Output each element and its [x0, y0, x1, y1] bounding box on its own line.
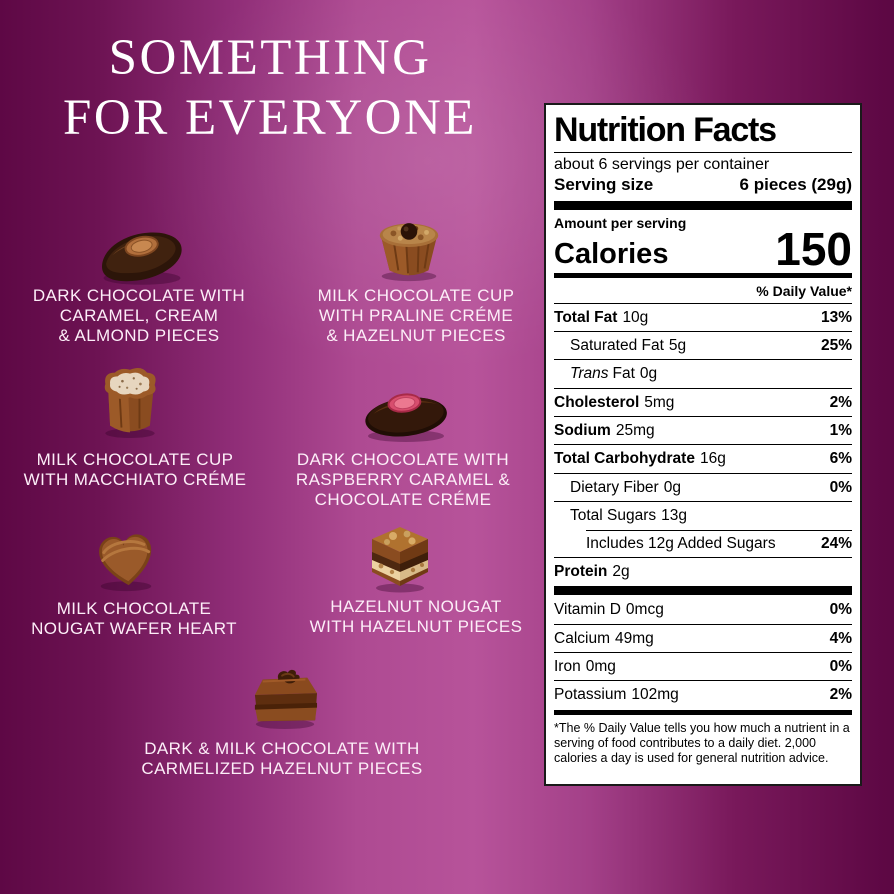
vitamin-row-calcium: Calcium 49mg 4% [554, 623, 852, 652]
nutrition-facts-panel: Nutrition Facts about 6 servings per con… [544, 103, 862, 786]
chocolate-raspberry-oval-art [365, 393, 447, 442]
product-label-raspberry-oval: DARK CHOCOLATE WITH RASPBERRY CARAMEL & … [295, 450, 511, 510]
nutrient-row-total-carbohydrate: Total Carbohydrate 16g 6% [554, 444, 852, 472]
medium-divider [554, 272, 852, 278]
vitamin-row-potassium: Potassium 102mg 2% [554, 680, 852, 708]
chocolate-heart-art [99, 534, 152, 592]
chocolate-dark-milk-cube-image [244, 664, 326, 730]
calories-value: 150 [775, 222, 852, 275]
serving-size-value: 6 pieces (29g) [739, 174, 852, 194]
page-title: SOMETHING FOR EVERYONE [63, 30, 477, 147]
nutrient-row-dietary-fiber: Dietary Fiber 0g 0% [554, 472, 852, 501]
chocolate-macchiato-cup-art [104, 367, 156, 438]
nutrient-row-total-sugars: Total Sugars 13g [554, 501, 852, 529]
daily-value-footnote: *The % Daily Value tells you how much a … [554, 720, 850, 766]
thick-divider [554, 200, 852, 210]
servings-per-container: about 6 servings per container [554, 155, 770, 173]
chocolate-dark-almond-image [94, 224, 190, 288]
serving-size-label: Serving size [554, 174, 654, 194]
product-label-dark-almond: DARK CHOCOLATE WITH CARAMEL, CREAM & ALM… [32, 286, 246, 346]
chocolate-praline-cup-image [370, 210, 448, 284]
chocolate-dark-milk-cube-art [254, 669, 318, 730]
chocolate-dark-almond-art [102, 232, 182, 285]
nutrient-row-trans-fat: Trans Fat 0g [554, 359, 852, 387]
chocolate-nougat-cube-image [366, 524, 434, 594]
calories-row: Calories 150 [554, 222, 852, 275]
chocolate-nougat-cube-art [372, 527, 428, 593]
vitamin-row-iron: Iron 0mg 0% [554, 652, 852, 680]
medium-divider [554, 709, 852, 715]
amount-per-serving-label: Amount per serving [554, 214, 687, 231]
nutrient-row-total-fat: Total Fat 10g 13% [554, 302, 852, 331]
calories-label: Calories [554, 237, 669, 270]
nutrient-row-protein: Protein 2g [554, 556, 852, 585]
nutrient-row-sodium: Sodium 25mg 1% [554, 416, 852, 444]
product-label-heart: MILK CHOCOLATE NOUGAT WAFER HEART [31, 599, 237, 639]
product-label-dark-milk-cube: DARK & MILK CHOCOLATE WITH CARMELIZED HA… [141, 739, 423, 779]
chocolate-macchiato-cup-image [94, 362, 166, 442]
product-label-macchiato-cup: MILK CHOCOLATE CUP WITH MACCHIATO CRÉME [23, 450, 247, 490]
chocolate-heart-image [92, 526, 160, 594]
product-label-nougat-cube: HAZELNUT NOUGAT WITH HAZELNUT PIECES [309, 597, 523, 637]
product-label-praline-cup: MILK CHOCOLATE CUP WITH PRALINE CRÉME & … [317, 286, 515, 346]
daily-value-header: % Daily Value* [756, 282, 852, 299]
vitamin-row-vitamin-d: Vitamin D 0mcg 0% [554, 601, 852, 619]
chocolate-raspberry-oval-image [356, 386, 456, 444]
nutrient-row-saturated-fat: Saturated Fat 5g 25% [554, 330, 852, 359]
nutrient-row-cholesterol: Cholesterol 5mg 2% [554, 387, 852, 416]
nutrition-title: Nutrition Facts [554, 110, 852, 153]
serving-size-row: Serving size 6 pieces (29g) [554, 174, 852, 200]
nutrient-row-added-sugars: Includes 12g Added Sugars 24% [554, 529, 852, 557]
thick-divider [554, 586, 852, 596]
chocolate-praline-cup-art [379, 223, 439, 282]
